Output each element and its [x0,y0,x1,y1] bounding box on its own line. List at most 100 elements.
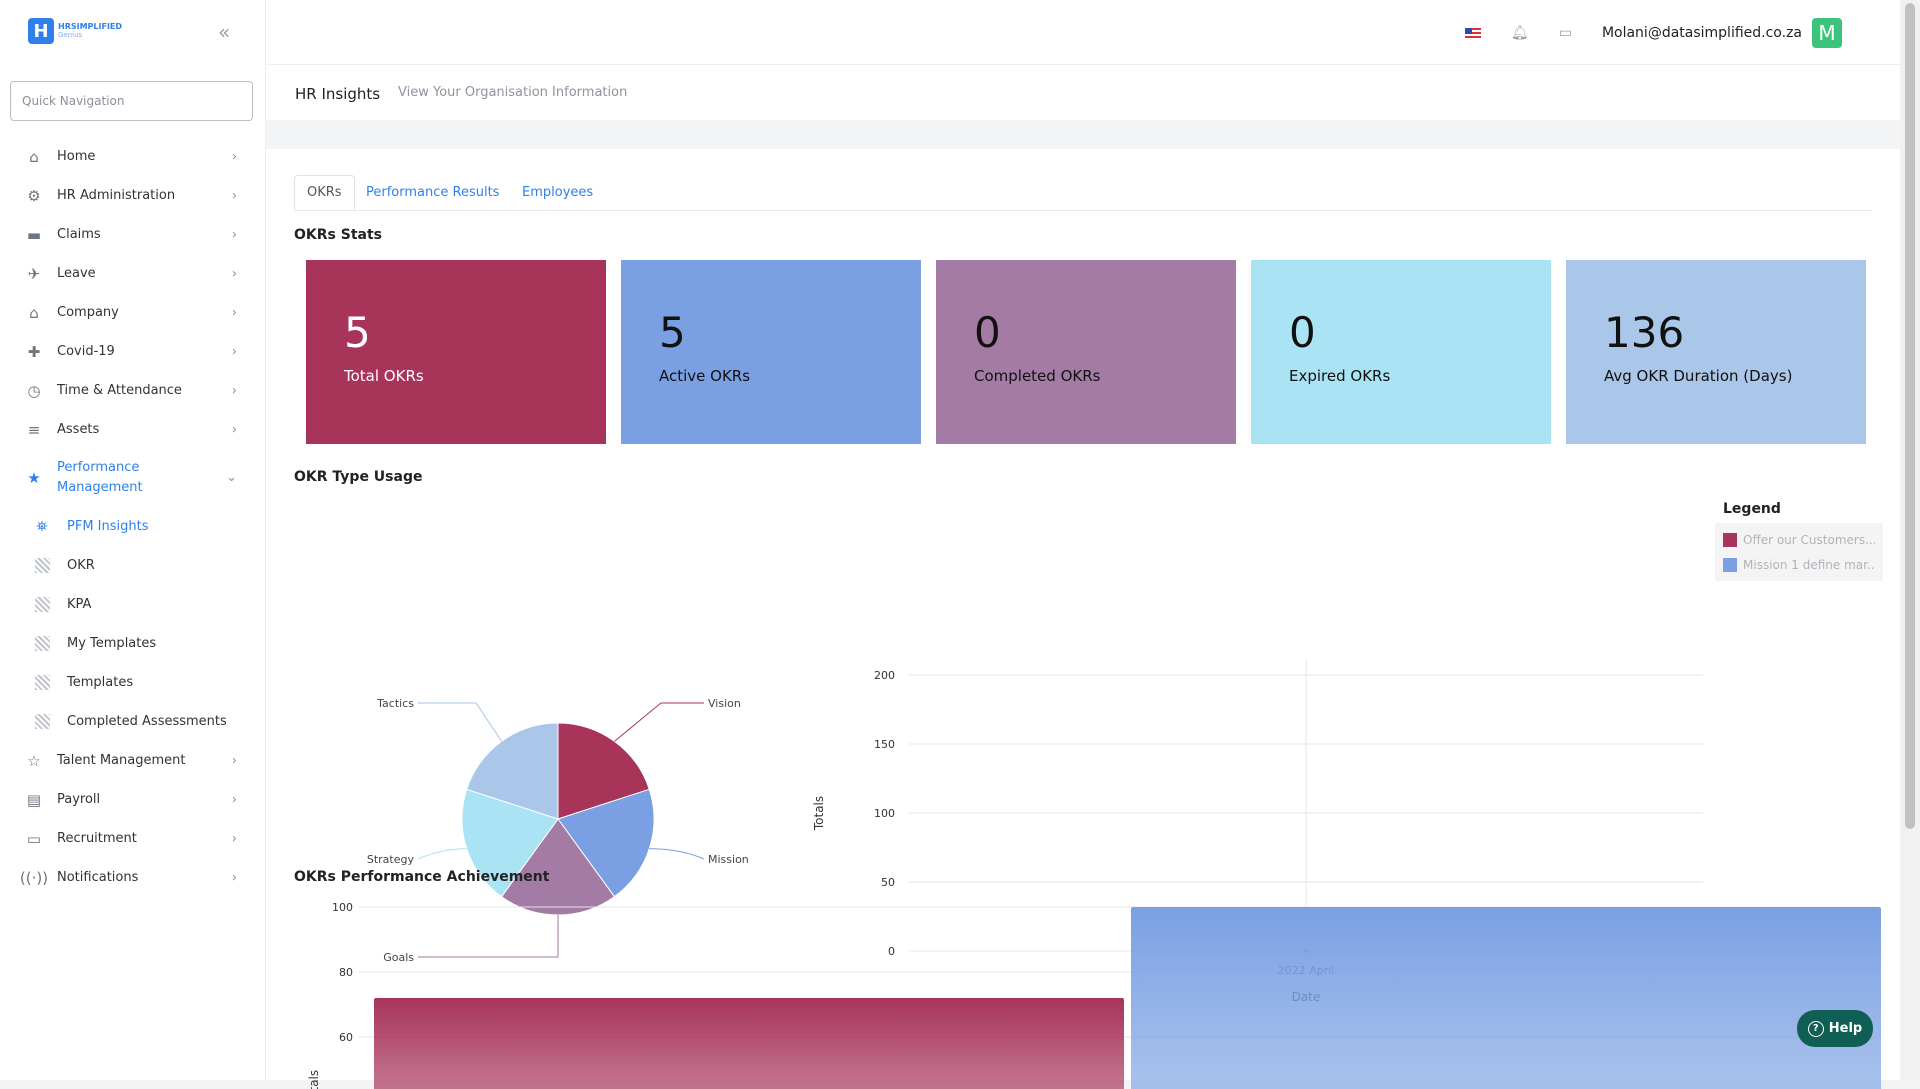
help-label: Help [1828,1021,1863,1036]
sidebar-item-payroll[interactable]: ▤ Payroll › [0,780,265,819]
help-button[interactable]: ? Help [1797,1010,1873,1047]
y-tick-label: 50 [881,876,895,889]
sidebar-item-notifications[interactable]: ((·)) Notifications › [0,858,265,897]
star-outline-icon: ☆ [27,751,41,770]
stat-card-completed-okrs: 0 Completed OKRs [936,260,1236,444]
y-axis-label: Totals [307,1070,321,1089]
scrollbar-thumb[interactable] [1905,3,1915,829]
plane-icon: ✈ [27,264,41,283]
page-scrollbar[interactable] [1900,0,1920,1080]
tab-performance-results[interactable]: Performance Results [366,185,500,200]
sidebar-item-time-attendance[interactable]: ◷ Time & Attendance › [0,371,265,410]
bar [1131,907,1881,1089]
ambulance-icon: ✚ [27,342,41,361]
sidebar-item-home[interactable]: ⌂ Home › [0,137,265,176]
broadcast-icon: ((·)) [19,868,49,887]
legend-item[interactable]: Offer our Customers... [1723,527,1875,552]
pie-label: Vision [708,697,741,710]
chevron-right-icon: › [231,422,237,437]
pie-label: Strategy [367,853,415,866]
bell-icon[interactable]: 🔔︎ [1510,25,1529,41]
sidebar-item-talent-management[interactable]: ☆ Talent Management › [0,741,265,780]
stat-value: 0 [1289,308,1316,357]
logo[interactable]: H HRSIMPLIFIED Genius [28,18,122,44]
tab-bar: OKRs Performance Results Employees [294,175,1872,211]
quick-navigation-input[interactable] [10,81,253,121]
sidebar-item-company[interactable]: ⌂ Company › [0,293,265,332]
okrs-performance-bar-chart: 60 80 100 Totals [307,901,1881,1089]
chevron-right-icon: › [231,266,237,281]
sidebar-item-recruitment[interactable]: ▭ Recruitment › [0,819,265,858]
logo-brand: HRSIMPLIFIED [58,22,123,31]
okr-type-usage-heading: OKR Type Usage [294,469,423,485]
wallet-icon: ▬ [26,225,42,244]
sidebar-item-label: Covid-19 [57,344,115,359]
pie-leader-line [649,848,705,860]
sidebar-item-label: Notifications [57,870,139,885]
y-axis-label: Totals [812,796,826,831]
pattern-icon [34,714,50,730]
y-tick-label: 150 [874,738,895,751]
sidebar-subitem-label: My Templates [67,636,157,651]
stat-label: Total OKRs [344,367,424,385]
sidebar-subitem-my-templates[interactable]: My Templates [0,624,265,663]
sidebar-subitem-kpa[interactable]: KPA [0,585,265,624]
sidebar-menu: ⌂ Home › ⚙ HR Administration › ▬ Claims … [0,137,265,897]
legend-title: Legend [1723,501,1781,517]
tab-okrs[interactable]: OKRs [294,175,355,210]
sidebar-item-claims[interactable]: ▬ Claims › [0,215,265,254]
pie-leader-line [418,702,502,742]
main-content: OKRs Performance Results Employees OKRs … [266,149,1900,1089]
chart-legend: Legend Offer our Customers... Mission 1 d… [1715,501,1883,581]
okrs-stats-heading: OKRs Stats [294,227,382,243]
stat-card-avg-okr-duration: 136 Avg OKR Duration (Days) [1566,260,1866,444]
sidebar-item-performance-management[interactable]: ★ Performance Management ⌄ [0,449,265,507]
pie-slice-goals [500,818,616,916]
sidebar-item-label: HR Administration [57,188,176,203]
sidebar-subitem-completed-assessments[interactable]: Completed Assessments [0,702,265,741]
page-header: HR Insights View Your Organisation Infor… [266,65,1900,120]
sidebar-subitem-okr[interactable]: OKR [0,546,265,585]
sidebar-item-label: Claims [57,227,101,242]
sidebar-subitem-label: Completed Assessments [67,714,227,729]
home-icon: ⌂ [29,147,39,166]
y-tick-label: 100 [332,901,353,914]
tab-employees[interactable]: Employees [522,185,594,200]
chevron-right-icon: › [231,870,237,885]
sidebar-subitem-label: OKR [67,558,95,573]
sidebar-item-covid-19[interactable]: ✚ Covid-19 › [0,332,265,371]
legend-label: Offer our Customers... [1743,532,1875,547]
sidebar-subitem-templates[interactable]: Templates [0,663,265,702]
star-icon: ★ [27,469,41,487]
legend-label: Mission 1 define mar... [1743,557,1875,572]
avatar[interactable]: M [1812,18,1842,48]
us-flag-icon[interactable] [1464,27,1481,39]
pie-label: Goals [383,951,414,964]
chevron-right-icon: › [231,753,237,768]
sidebar-item-label: Assets [57,422,100,437]
sidebar-subitem-pfm-insights[interactable]: ⛯ PFM Insights [0,507,265,546]
pattern-icon [34,675,50,691]
sidebar-item-label: Payroll [57,792,101,807]
page-title: HR Insights [295,85,381,103]
chevron-right-icon: › [231,305,237,320]
building-icon: ⌂ [29,303,39,322]
legend-item[interactable]: Mission 1 define mar... [1723,552,1875,577]
sidebar-item-assets[interactable]: ≡ Assets › [0,410,265,449]
sidebar-item-leave[interactable]: ✈ Leave › [0,254,265,293]
chevron-right-icon: › [231,792,237,807]
collapse-sidebar-icon[interactable]: « [218,20,231,44]
page-subtitle: View Your Organisation Information [398,85,628,100]
sidebar-item-label: Home [57,149,96,164]
top-bar: 🔔︎ ▭ Molani@datasimplified.co.za M [266,0,1900,65]
chat-icon[interactable]: ▭ [1558,25,1572,41]
chevron-right-icon: › [231,831,237,846]
pie-slice-tactics [466,722,559,820]
list-icon: ≡ [27,420,41,439]
sidebar-item-label: Talent Management [57,753,186,768]
sidebar-item-hr-administration[interactable]: ⚙ HR Administration › [0,176,265,215]
stat-value: 0 [974,308,1001,357]
legend-swatch [1723,532,1737,547]
user-email[interactable]: Molani@datasimplified.co.za [1601,25,1802,41]
pattern-icon [34,597,50,613]
